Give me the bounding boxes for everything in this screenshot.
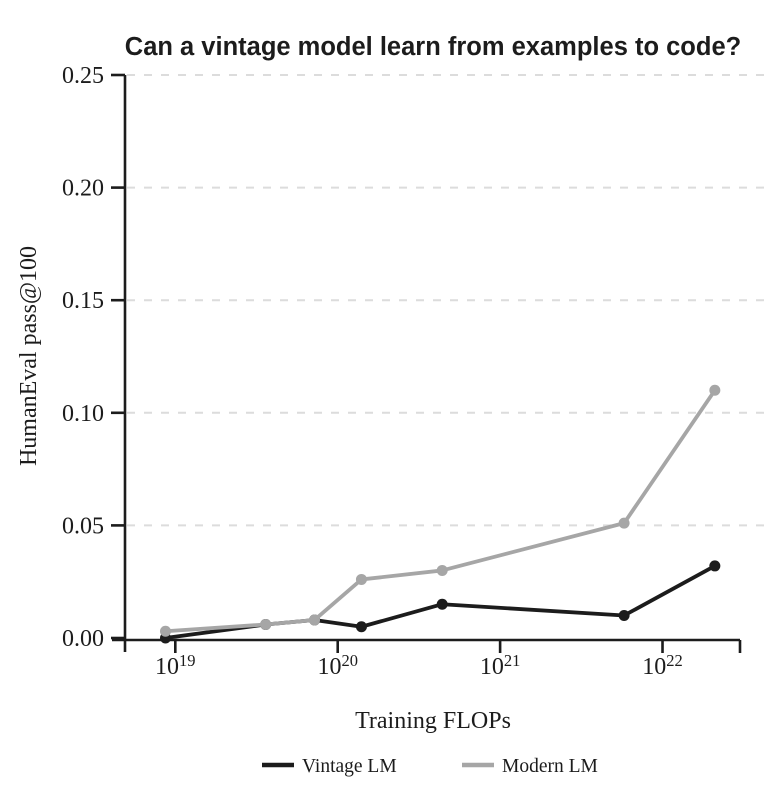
legend-item: Vintage LM: [262, 756, 397, 777]
gridlines: [127, 74, 770, 527]
axes: 0.00 0.05 0.10 0.15 0.20 0.25 1019 1020 1021 1022: [62, 63, 742, 680]
y-tick-label: 0.05: [62, 513, 104, 539]
data-point: [355, 573, 367, 585]
data-point: [709, 384, 721, 396]
data-point: [436, 598, 448, 610]
data-point: [436, 564, 448, 576]
data-point: [618, 517, 630, 529]
data-point: [159, 625, 171, 637]
series-line-modern-lm: [163, 388, 717, 634]
x-axis-label: Training FLOPs: [355, 708, 511, 734]
legend-item: Modern LM: [462, 756, 598, 777]
y-tick-label: 0.00: [62, 626, 104, 652]
chart-title: Can a vintage model learn from examples …: [125, 33, 741, 61]
x-tick-label: 1019: [155, 651, 196, 680]
data-point: [260, 618, 272, 630]
y-tick-label: 0.20: [62, 176, 104, 202]
x-tick-label: 1020: [317, 651, 358, 680]
legend-label: Vintage LM: [302, 756, 397, 777]
y-tick-label: 0.15: [62, 288, 104, 314]
data-point: [355, 621, 367, 633]
data-point: [309, 614, 321, 626]
y-axis-label: HumanEval pass@100: [16, 246, 42, 466]
data-point: [709, 560, 721, 572]
y-tick-label: 0.10: [62, 401, 104, 427]
x-tick-label: 1021: [480, 651, 521, 680]
y-tick-label: 0.25: [62, 63, 104, 89]
legend-label: Modern LM: [502, 756, 598, 777]
series-lines: [159, 384, 721, 644]
legend: Vintage LM Modern LM: [262, 756, 598, 777]
x-tick-label: 1022: [642, 651, 683, 680]
data-point: [618, 609, 630, 621]
